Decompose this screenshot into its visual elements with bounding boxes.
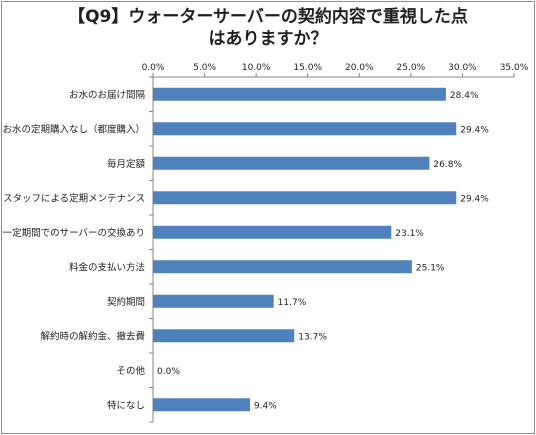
category-label: 料金の支払い方法 (69, 261, 145, 273)
x-tick-label: 5.0% (193, 63, 216, 73)
bar (153, 260, 412, 274)
x-tick-label: 30.0% (448, 63, 477, 73)
category-label: 解約時の解約金、撤去費 (40, 330, 145, 342)
category-label: 毎月定額 (107, 158, 146, 170)
x-tick-label: 25.0% (397, 63, 426, 73)
bar (153, 156, 430, 170)
bar (153, 329, 295, 343)
bar (153, 191, 457, 205)
x-tick-label: 20.0% (345, 63, 374, 73)
category-label: その他 (116, 365, 145, 377)
data-label: 0.0% (157, 367, 180, 377)
x-tick-label: 10.0% (242, 63, 271, 73)
data-label: 26.8% (433, 160, 462, 170)
category-label: お水のお届け間隔 (69, 89, 146, 101)
data-label: 29.4% (460, 194, 489, 204)
category-label: お水の定期購入なし（都度購入） (2, 123, 145, 135)
chart-title-line-1: 【Q9】ウォーターサーバーの契約内容で重視した点 (68, 7, 468, 27)
bar (153, 294, 274, 308)
data-label: 23.1% (395, 229, 424, 239)
bar (153, 225, 392, 239)
x-tick-label: 15.0% (293, 63, 322, 73)
category-label: スタッフによる定期メンテナンス (3, 192, 145, 204)
category-label: 契約期間 (107, 296, 145, 308)
data-label: 13.7% (298, 332, 327, 342)
chart-title: 【Q9】ウォーターサーバーの契約内容で重視した点 はありますか？ (0, 6, 536, 50)
data-label: 29.4% (460, 125, 489, 135)
x-tick-label: 35.0% (500, 63, 529, 73)
bar (153, 398, 250, 412)
data-label: 28.4% (450, 91, 479, 101)
data-label: 11.7% (278, 298, 307, 308)
bar (153, 87, 446, 101)
category-label: 特になし (107, 399, 145, 411)
data-label: 9.4% (254, 401, 277, 411)
category-label: 一定期間でのサーバーの交換あり (3, 227, 145, 239)
x-tick-label: 0.0% (142, 63, 165, 73)
bar (153, 122, 457, 136)
chart-title-line-2: はありますか？ (208, 29, 328, 49)
data-label: 25.1% (416, 263, 445, 273)
